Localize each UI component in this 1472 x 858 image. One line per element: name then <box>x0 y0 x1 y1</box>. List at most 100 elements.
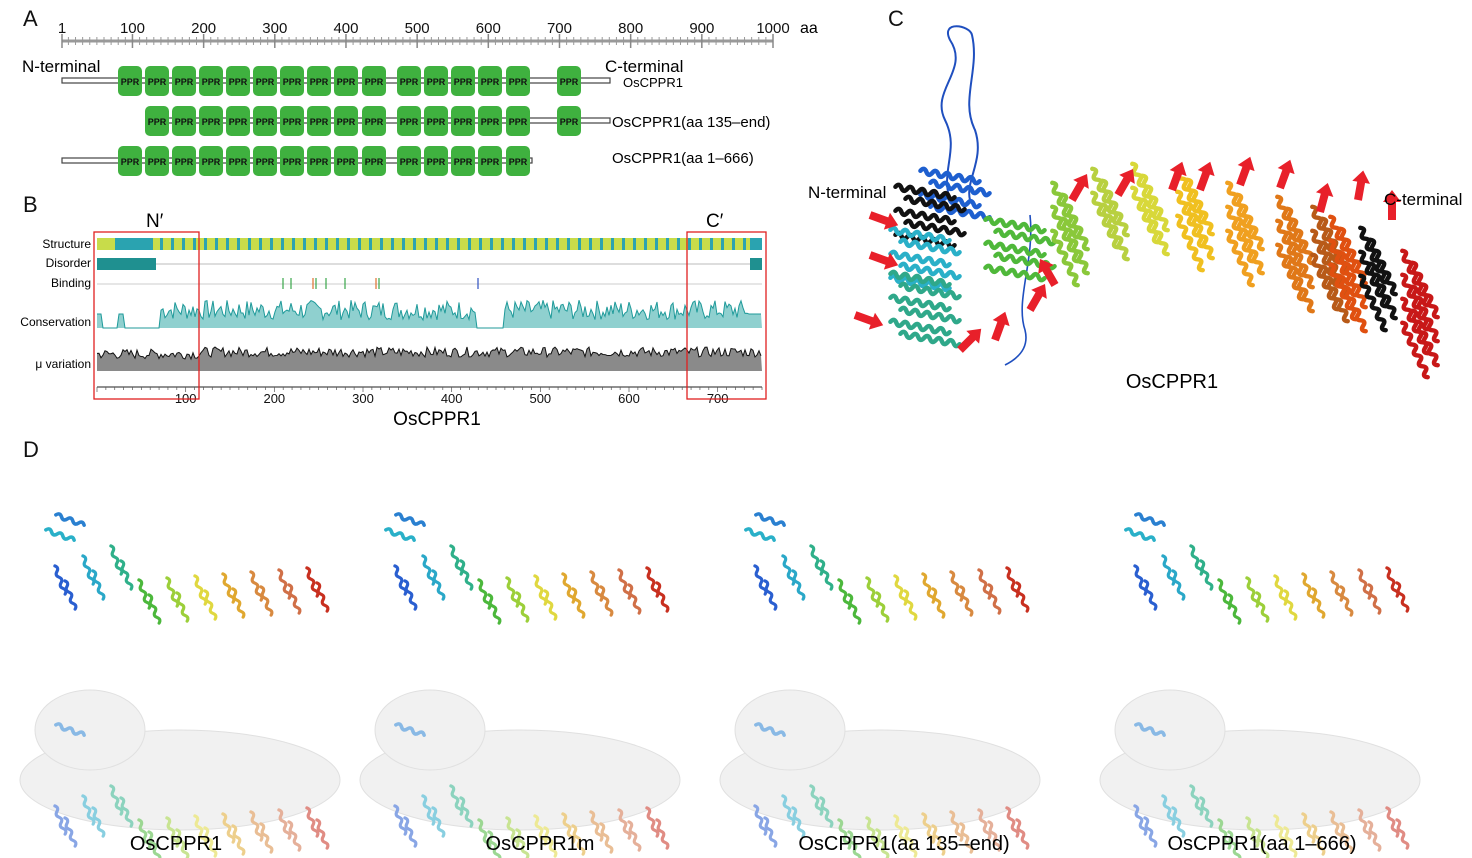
helix <box>1235 216 1265 276</box>
ppr-motif-label: PPR <box>175 77 194 87</box>
ppr-motif <box>280 66 304 96</box>
helix <box>1161 554 1176 586</box>
helix <box>1273 814 1288 846</box>
helix <box>315 818 330 850</box>
helix <box>931 824 946 856</box>
helix <box>589 570 604 602</box>
ppr-motif <box>424 106 448 136</box>
ppr-motif-label: PPR <box>400 77 419 87</box>
red-arrow <box>1168 161 1187 192</box>
helix <box>1329 810 1344 842</box>
helix <box>888 249 952 269</box>
helix <box>533 574 548 606</box>
ppr-motif-label: PPR <box>310 77 329 87</box>
ppr-motif <box>397 146 421 176</box>
helix <box>249 570 264 602</box>
ruler-tick-label: 1000 <box>756 20 789 37</box>
helix <box>987 820 1002 852</box>
ppr-motif-label: PPR <box>365 157 384 167</box>
helix <box>515 591 530 623</box>
helix <box>983 263 1047 283</box>
helix <box>898 329 962 349</box>
helix <box>888 269 952 289</box>
track-label-conservation: Conservation <box>20 315 91 329</box>
helix <box>1255 828 1270 858</box>
helix <box>119 796 134 828</box>
cartoon-model <box>1124 512 1410 625</box>
helix <box>645 566 660 598</box>
helix <box>505 576 520 608</box>
ppr-motif <box>172 146 196 176</box>
helix <box>1225 228 1255 288</box>
helix <box>543 589 558 621</box>
ppr-motif-label: PPR <box>148 157 167 167</box>
helix <box>53 564 68 596</box>
helix <box>819 559 834 591</box>
ppr-motif-label: PPR <box>121 77 140 87</box>
protein-label: OsCPPR1 <box>393 409 481 430</box>
ppr-motif-label: PPR <box>560 77 579 87</box>
construct-aa135-end: PPR PPR PPR PPR PPR PPR PPR PPR PPR PPR PPR PPR PPR P… <box>145 106 770 136</box>
track-label-disorder: Disorder <box>46 256 91 270</box>
helix <box>259 585 274 617</box>
helix <box>421 794 436 826</box>
red-arrow <box>1196 161 1215 192</box>
helix <box>305 806 320 838</box>
helix <box>1185 201 1215 261</box>
helix <box>1368 261 1398 321</box>
helix <box>277 808 292 840</box>
helix <box>394 722 426 737</box>
helix <box>627 583 642 615</box>
axis-tick-label: 500 <box>529 391 551 406</box>
ppr-motif <box>118 66 142 96</box>
helix <box>477 818 492 850</box>
panel-c-letter: C <box>888 6 904 31</box>
ppr-motif <box>557 66 581 96</box>
helix <box>165 816 180 848</box>
ppr-motif <box>226 106 250 136</box>
helix <box>315 581 330 613</box>
helix <box>819 796 834 828</box>
ppr-motif-label: PPR <box>202 77 221 87</box>
ppr-motif-label: PPR <box>229 77 248 87</box>
helix <box>459 559 474 591</box>
helix <box>959 822 974 854</box>
helix <box>1143 816 1158 848</box>
helix <box>175 591 190 623</box>
helix <box>781 554 796 586</box>
helix <box>1189 784 1204 816</box>
helix <box>1338 274 1368 334</box>
helix <box>1311 824 1326 856</box>
model-label-oscppr1: OsCPPR1 <box>130 833 222 855</box>
protein-label: OsCPPR1 <box>1126 371 1218 393</box>
ppr-motif <box>280 106 304 136</box>
ppr-motif-label: PPR <box>481 117 500 127</box>
helix <box>1161 794 1176 826</box>
helix <box>1285 230 1315 290</box>
ppr-motif <box>334 106 358 136</box>
ppr-motif <box>478 66 502 96</box>
ppr-motif-label: PPR <box>337 77 356 87</box>
helix <box>1368 237 1398 297</box>
helix <box>1357 568 1372 600</box>
ppr-motif-label: PPR <box>400 157 419 167</box>
helix <box>875 828 890 858</box>
ppr-motif <box>557 106 581 136</box>
n-terminal-label: N-terminal <box>808 183 886 202</box>
helix <box>53 804 68 836</box>
red-arrow <box>1383 190 1401 220</box>
helix <box>893 206 957 226</box>
helix <box>781 794 796 826</box>
c-terminal-label: C-terminal <box>1384 190 1462 209</box>
helix <box>1217 818 1232 850</box>
helix <box>744 527 776 542</box>
ppr-motif-label: PPR <box>337 117 356 127</box>
helix <box>1385 566 1400 598</box>
ppr-motif <box>199 146 223 176</box>
track-label-mu-variation: μ variation <box>35 357 91 371</box>
ppr-motif-label: PPR <box>175 157 194 167</box>
ppr-motif-label: PPR <box>202 157 221 167</box>
ppr-motif <box>145 146 169 176</box>
ppr-motif-label: PPR <box>175 117 194 127</box>
ruler-tick-label: 600 <box>476 20 501 37</box>
